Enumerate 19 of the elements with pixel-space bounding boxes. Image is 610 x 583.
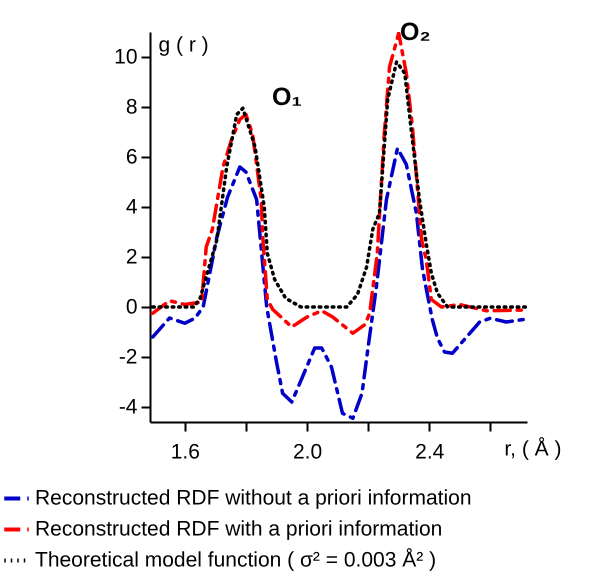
y-tick-label: 4: [126, 196, 138, 218]
legend-label: Reconstructed RDF with a priori information: [35, 518, 442, 540]
y-axis-title: g ( r ): [158, 34, 209, 56]
annotation: O₁: [272, 83, 302, 111]
y-tick-label: -2: [118, 346, 138, 368]
line-series: [151, 146, 527, 420]
y-tick-label: 8: [126, 96, 138, 118]
y-tick-label: 2: [126, 246, 138, 268]
annotation: O₂: [400, 18, 431, 46]
legend-label: Reconstructed RDF without a priori information: [35, 486, 472, 510]
y-tick-label: 6: [126, 146, 138, 168]
x-tick-label: 1.6: [170, 440, 200, 464]
y-tick-label: -4: [118, 396, 138, 418]
legend-label: Theoretical model function ( σ² = 0.003 Å² ): [35, 548, 436, 572]
y-tick-label: 10: [114, 46, 138, 68]
y-tick-label: 0: [126, 296, 138, 318]
x-tick-label: 2.4: [415, 440, 445, 464]
x-axis-title: r, ( Å ): [504, 436, 562, 460]
x-tick-label: 2.0: [292, 440, 322, 464]
